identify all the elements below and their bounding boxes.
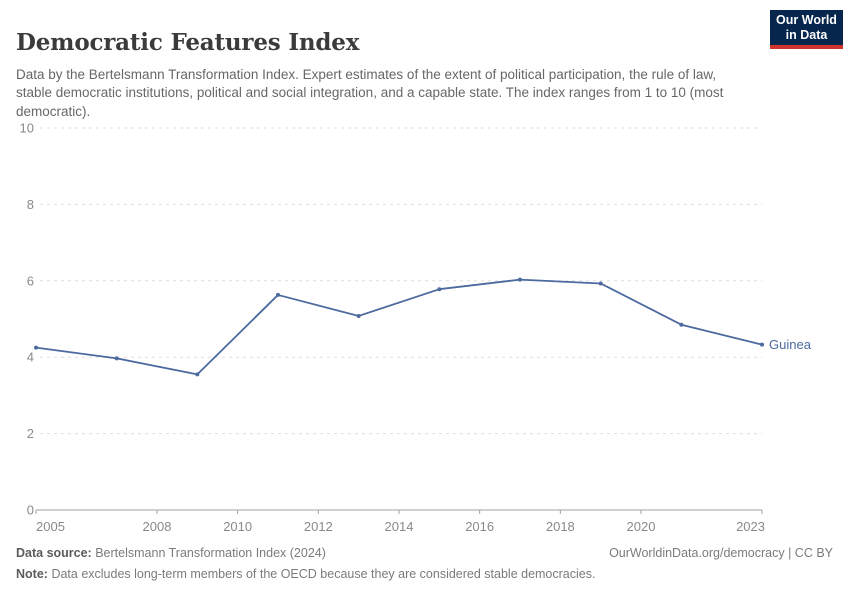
data-point: [679, 322, 684, 327]
chart-footer: Data source: Bertelsmann Transformation …: [16, 546, 833, 581]
x-tick-label: 2018: [546, 519, 575, 534]
x-tick-label: 2023: [736, 519, 765, 534]
footer-citation: OurWorldinData.org/democracy | CC BY: [609, 546, 833, 560]
series-label-guinea: Guinea: [769, 337, 812, 352]
data-point: [760, 342, 764, 347]
footer-note-label: Note:: [16, 567, 48, 581]
data-source-text: Bertelsmann Transformation Index (2024): [95, 546, 326, 560]
data-point: [437, 287, 442, 292]
data-point: [598, 281, 603, 286]
data-point: [114, 356, 119, 361]
footer-note-text: Data excludes long-term members of the O…: [51, 567, 596, 581]
chart-subtitle: Data by the Bertelsmann Transformation I…: [16, 66, 724, 119]
x-tick-label: 2008: [143, 519, 172, 534]
x-tick-label: 2020: [627, 519, 656, 534]
data-source: Data source: Bertelsmann Transformation …: [16, 546, 326, 560]
owid-logo-line2: in Data: [785, 27, 828, 42]
y-tick-label: 0: [27, 503, 34, 518]
y-tick-label: 6: [27, 273, 34, 288]
series-line-guinea: [35, 278, 763, 376]
data-point: [195, 372, 200, 377]
owid-logo-line1: Our World: [776, 12, 837, 27]
line-chart: 0 2 4 6 8 10 2005 2008 2010 2012 2014 2016 2018 2020 2…: [20, 121, 812, 535]
data-point: [518, 277, 522, 282]
data-source-label: Data source:: [16, 546, 92, 560]
x-tick-label: 2012: [304, 519, 333, 534]
data-point: [34, 345, 38, 350]
chart-title: Democratic Features Index: [16, 29, 360, 57]
x-tick-label: 2005: [36, 519, 65, 534]
data-point: [356, 313, 361, 318]
x-tick-label: 2014: [385, 519, 414, 534]
x-tick-label: 2010: [223, 519, 252, 534]
y-tick-label: 4: [27, 350, 34, 365]
y-tick-label: 10: [20, 121, 34, 136]
data-point: [276, 292, 280, 297]
owid-logo: Our World in Data: [770, 10, 843, 49]
footer-note: Note: Data excludes long-term members of…: [16, 567, 833, 581]
y-tick-label: 8: [27, 197, 34, 212]
y-tick-label: 2: [27, 426, 34, 441]
x-tick-label: 2016: [465, 519, 494, 534]
